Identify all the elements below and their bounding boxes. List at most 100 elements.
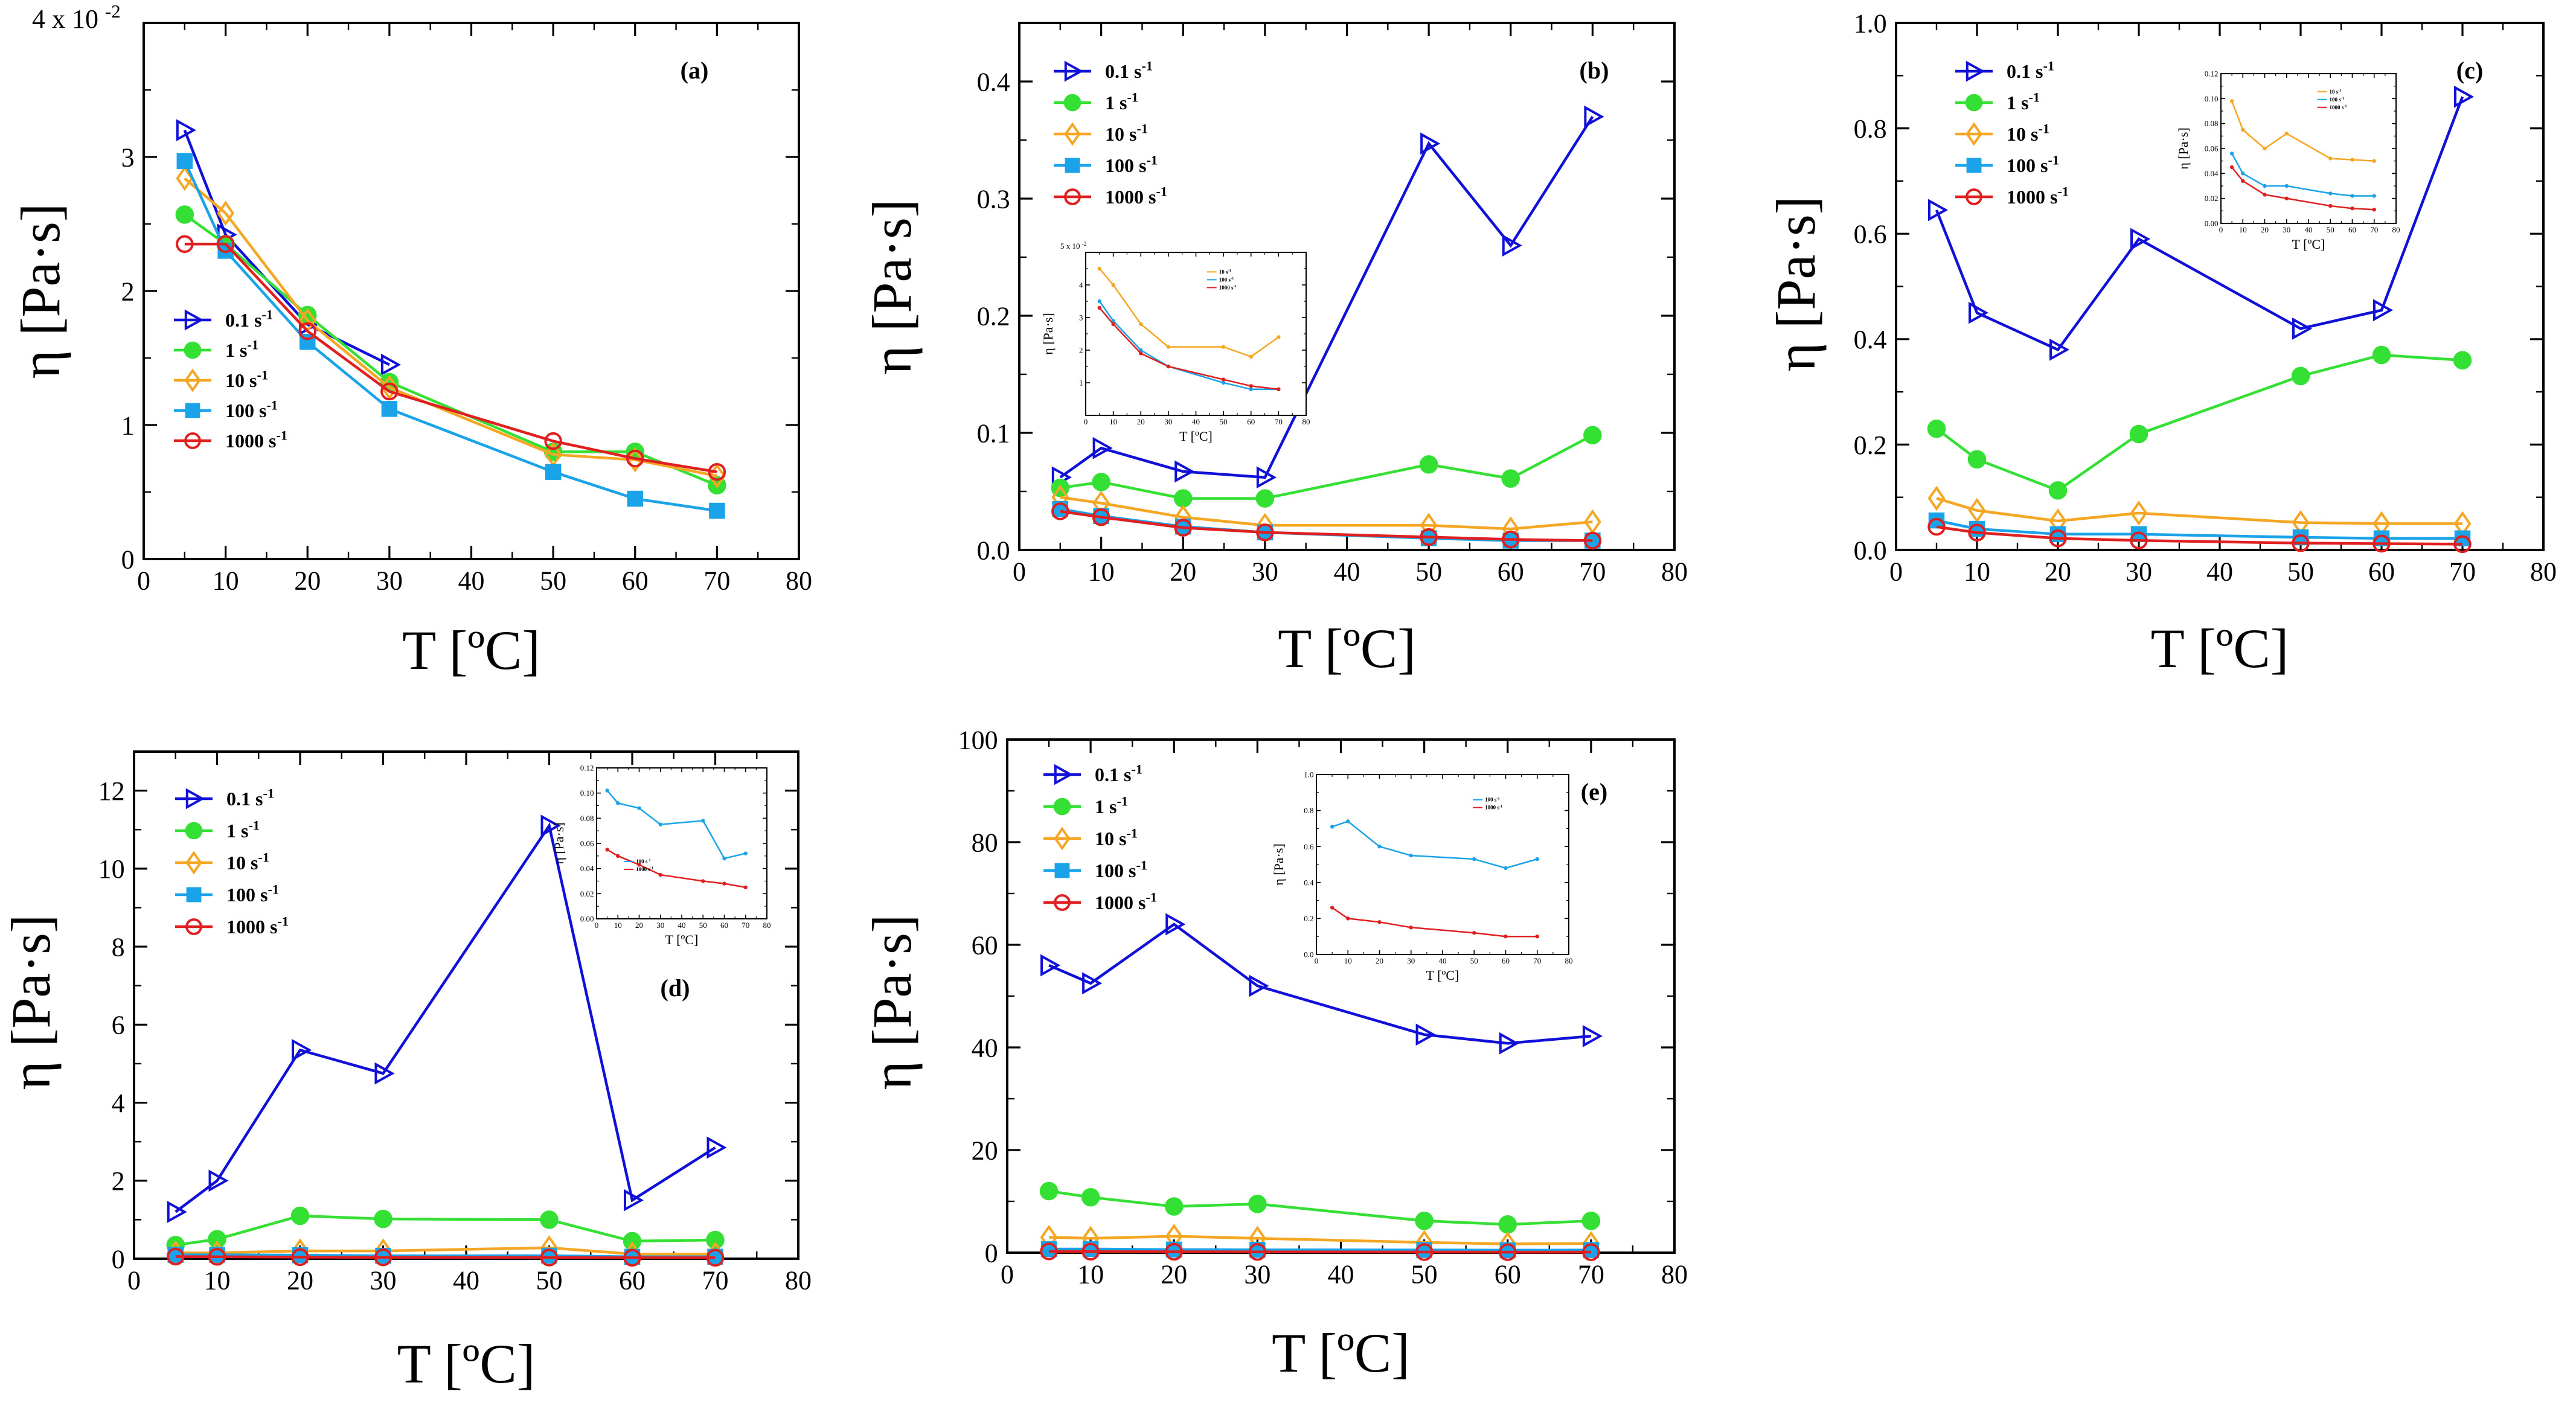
inset-y-tick-label: 0.02 bbox=[580, 889, 594, 898]
inset-legend-label-s1000: 1000 s-1 bbox=[1219, 284, 1237, 290]
legend-label-s100: 100 s-1 bbox=[2007, 153, 2059, 176]
data-point-s100 bbox=[176, 153, 193, 169]
legend-marker-s1000 bbox=[184, 432, 201, 449]
inset-data-point-s1000 bbox=[1249, 384, 1253, 388]
data-point-s1 bbox=[706, 1230, 725, 1250]
inset-data-point-s10 bbox=[2328, 156, 2333, 161]
chart-panel-b: 0 10 20 30 40 50 60 70 800.00.10.20.30.4T [ºC]η … bbox=[861, 22, 1688, 679]
x-tick-label: 80 bbox=[785, 1266, 812, 1296]
y-tick-label: 2 bbox=[112, 1166, 125, 1196]
data-point-s10 bbox=[380, 375, 399, 400]
x-tick-label: 60 bbox=[619, 1266, 646, 1296]
data-point-s1000 bbox=[706, 1248, 725, 1267]
data-point-s1000 bbox=[216, 235, 235, 254]
inset-data-point-s100 bbox=[1377, 845, 1382, 849]
legend-marker-s10 bbox=[184, 368, 201, 392]
x-tick-label: 20 bbox=[1161, 1260, 1187, 1290]
inset-x-tick-label: 10 bbox=[614, 921, 622, 930]
data-point-s1000 bbox=[298, 322, 316, 340]
inset-x-tick-label: 40 bbox=[1192, 417, 1200, 426]
legend-marker-s100 bbox=[186, 887, 202, 903]
x-axis-label: T [ºC] bbox=[1278, 618, 1416, 679]
data-point-s01 bbox=[2049, 338, 2070, 361]
legend: 0.1 s-1 1 s-1 10 s-1 100 s-1 1000 s-1 bbox=[174, 307, 287, 452]
inset-y-tick-label: 3 bbox=[1079, 313, 1083, 322]
inset-x-tick-label: 20 bbox=[1137, 417, 1145, 426]
x-tick-label: 20 bbox=[287, 1266, 313, 1296]
legend-label-s100: 100 s-1 bbox=[225, 398, 278, 421]
data-point-s1000 bbox=[1165, 1242, 1183, 1261]
data-point-s1000 bbox=[1499, 1243, 1517, 1261]
inset-data-point-s10 bbox=[1139, 322, 1143, 326]
series-line-s01 bbox=[175, 822, 716, 1213]
x-tick-label: 60 bbox=[622, 566, 649, 596]
legend-label-s1000: 1000 s-1 bbox=[225, 428, 287, 452]
inset-data-point-s10 bbox=[2284, 132, 2289, 136]
legend-marker-s1 bbox=[184, 341, 202, 359]
data-point-s1000 bbox=[1248, 1242, 1267, 1261]
x-tick-label: 50 bbox=[1411, 1260, 1438, 1290]
inset-y-multiplier-label: 5 x 10 -2 bbox=[1060, 241, 1087, 251]
inset-data-point-s1000 bbox=[1277, 387, 1281, 391]
x-tick-label: 0 bbox=[1001, 1260, 1014, 1290]
data-point-s1000 bbox=[1040, 1242, 1058, 1261]
inset-y-tick-label: 1 bbox=[1079, 379, 1083, 388]
inset-data-point-s100 bbox=[2372, 194, 2376, 198]
data-point-s1 bbox=[1092, 473, 1110, 491]
data-point-s1 bbox=[1248, 1195, 1267, 1213]
inset-x-tick-label: 60 bbox=[720, 921, 728, 930]
x-tick-label: 20 bbox=[294, 566, 321, 596]
x-tick-label: 80 bbox=[1661, 557, 1688, 587]
inset-y-tick-label: 0.00 bbox=[2205, 219, 2219, 228]
x-tick-label: 70 bbox=[1578, 1260, 1604, 1290]
series-line-s1000 bbox=[1936, 525, 2463, 546]
inset-data-point-s10 bbox=[2372, 159, 2376, 163]
data-point-s01 bbox=[2454, 85, 2475, 108]
inset-data-point-s1000 bbox=[1409, 925, 1413, 930]
inset-data-point-s100 bbox=[2350, 194, 2354, 198]
data-point-s01 bbox=[2292, 317, 2313, 340]
inset-data-point-s100 bbox=[605, 788, 609, 793]
legend-label-s10: 10 s-1 bbox=[225, 368, 268, 391]
x-tick-label: 30 bbox=[1244, 1260, 1270, 1290]
data-point-s1000 bbox=[1081, 1242, 1100, 1261]
inset-data-point-s1000 bbox=[616, 854, 620, 858]
legend-label-s01: 0.1 s-1 bbox=[226, 786, 274, 810]
inset-y-tick-label: 0.2 bbox=[1304, 914, 1313, 923]
inset-y-tick-label: 0.06 bbox=[580, 839, 594, 848]
inset-x-tick-label: 50 bbox=[2327, 225, 2334, 234]
data-point-s1 bbox=[540, 1210, 559, 1229]
x-tick-label: 40 bbox=[458, 566, 485, 596]
y-tick-label: 0.4 bbox=[1854, 325, 1887, 354]
inset-x-tick-label: 0 bbox=[595, 921, 599, 930]
inset-data-point-s1000 bbox=[1139, 351, 1143, 356]
data-point-s1000 bbox=[167, 1247, 185, 1266]
series-line-s01 bbox=[1935, 96, 2464, 352]
data-point-s1 bbox=[374, 1209, 392, 1229]
x-tick-label: 10 bbox=[204, 1266, 231, 1296]
inset-data-point-s10 bbox=[1277, 335, 1281, 339]
data-point-s01 bbox=[1040, 954, 1061, 977]
y-tick-label: 2 bbox=[121, 276, 135, 306]
y-tick-label: 10 bbox=[98, 854, 125, 884]
inset-y-axis-label: η [Pa·s] bbox=[1271, 843, 1286, 886]
y-tick-label: 0.2 bbox=[977, 301, 1010, 331]
legend-marker-s1 bbox=[1965, 94, 1983, 112]
chart-panel-c: 0 10 20 30 40 50 60 70 80 0.0 0.2 0.4 0.6 0.8 1.0 T [ºC… bbox=[1765, 8, 2557, 679]
inset-data-point-s1000 bbox=[2241, 179, 2245, 183]
data-point-s1000 bbox=[2130, 531, 2148, 550]
inset-data-point-s1000 bbox=[701, 879, 705, 883]
data-point-s01 bbox=[1502, 234, 1522, 257]
legend-label-s1000: 1000 s-1 bbox=[2007, 184, 2069, 208]
inset-y-tick-label: 0.04 bbox=[580, 864, 594, 873]
data-point-s01 bbox=[2373, 299, 2394, 322]
data-point-s01 bbox=[374, 1062, 395, 1085]
x-tick-label: 30 bbox=[1252, 557, 1278, 587]
inset-data-point-s1000 bbox=[1097, 305, 1102, 310]
data-point-s01 bbox=[706, 1136, 727, 1159]
y-tick-label: 0 bbox=[985, 1238, 998, 1268]
inset-data-point-s1000 bbox=[2328, 203, 2333, 208]
inset-data-point-s1000 bbox=[2229, 165, 2234, 170]
y-axis-label: η [Pa·s] bbox=[0, 915, 62, 1090]
y-tick-label: 60 bbox=[972, 930, 998, 960]
